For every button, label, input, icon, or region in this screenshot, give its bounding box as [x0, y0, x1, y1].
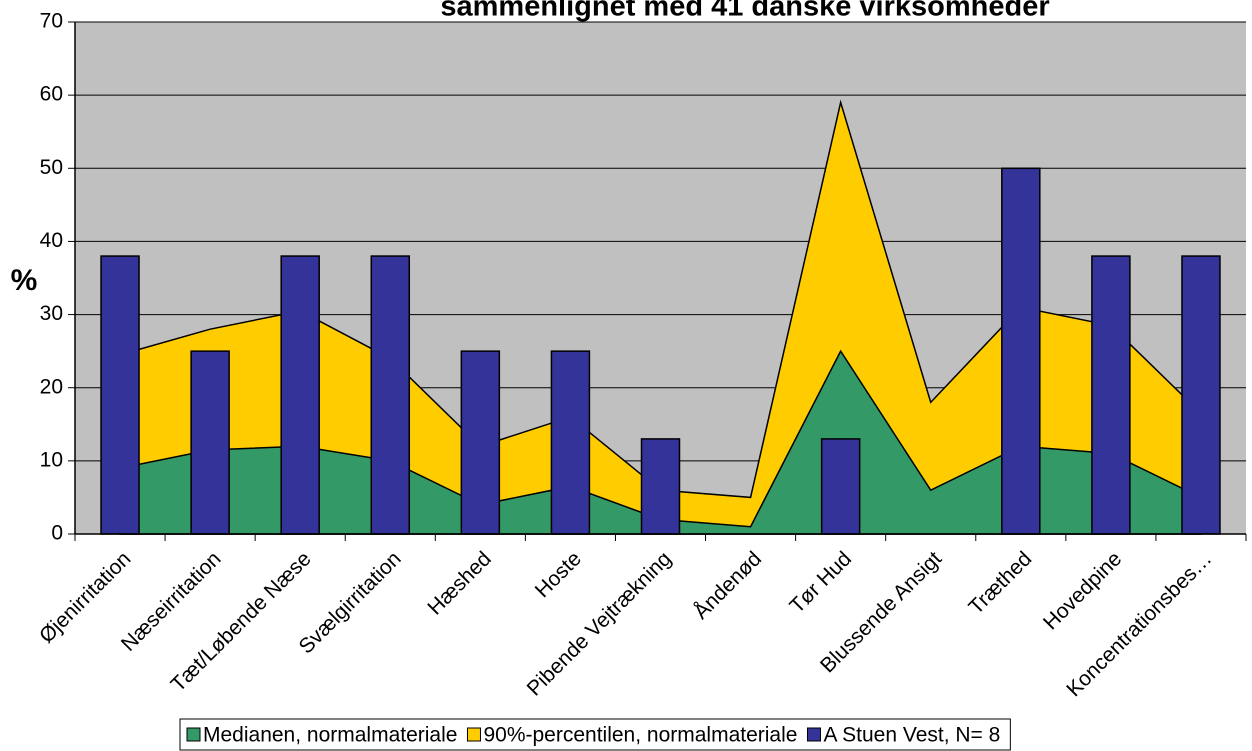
x-tick-label: Åndenød — [690, 547, 767, 624]
plot-area — [68, 21, 1247, 541]
legend-swatch — [806, 727, 821, 742]
y-tick-label: 10 — [40, 448, 63, 471]
x-tick-label: Træthed — [964, 547, 1036, 619]
legend-swatch — [466, 727, 481, 742]
y-tick-label: 30 — [40, 302, 63, 325]
bar — [820, 438, 861, 535]
y-tick-label: 20 — [40, 375, 63, 398]
bar — [370, 255, 411, 535]
bar — [190, 350, 230, 535]
bar — [640, 438, 681, 535]
y-tick-label: 50 — [40, 156, 63, 179]
x-tick-label: Hoste — [531, 547, 586, 602]
x-tick-label: Øjenirritation — [35, 547, 135, 647]
legend-label: Medianen, normalmateriale — [203, 724, 457, 747]
x-tick-label: Tør Hud — [785, 547, 856, 618]
bar — [1091, 255, 1131, 535]
y-tick-label: 0 — [51, 522, 63, 545]
y-axis-label: % — [11, 264, 38, 297]
x-tick-label: Hæshed — [423, 547, 495, 619]
bar — [1001, 167, 1041, 535]
y-tick-label: 60 — [40, 83, 63, 106]
legend-box — [179, 718, 1011, 751]
legend-swatch — [186, 727, 201, 742]
legend-label: 90%-percentilen, normalmateriale — [483, 724, 797, 747]
x-tick-label: Koncentrationsbes… — [1062, 547, 1216, 701]
y-tick-label: 70 — [40, 10, 63, 33]
bar — [550, 350, 591, 535]
x-tick-label: Hovedpine — [1039, 547, 1126, 634]
chart-title: sammenlignet med 41 danske virksomheder — [440, 0, 1049, 23]
bar — [460, 350, 501, 535]
bar — [1181, 255, 1221, 535]
bar — [280, 255, 320, 535]
legend-label: A Stuen Vest, N= 8 — [823, 724, 1000, 747]
bar — [100, 255, 140, 535]
legend: Medianen, normalmateriale 90%-percentilen… — [179, 718, 1011, 751]
y-tick-label: 40 — [40, 229, 63, 252]
